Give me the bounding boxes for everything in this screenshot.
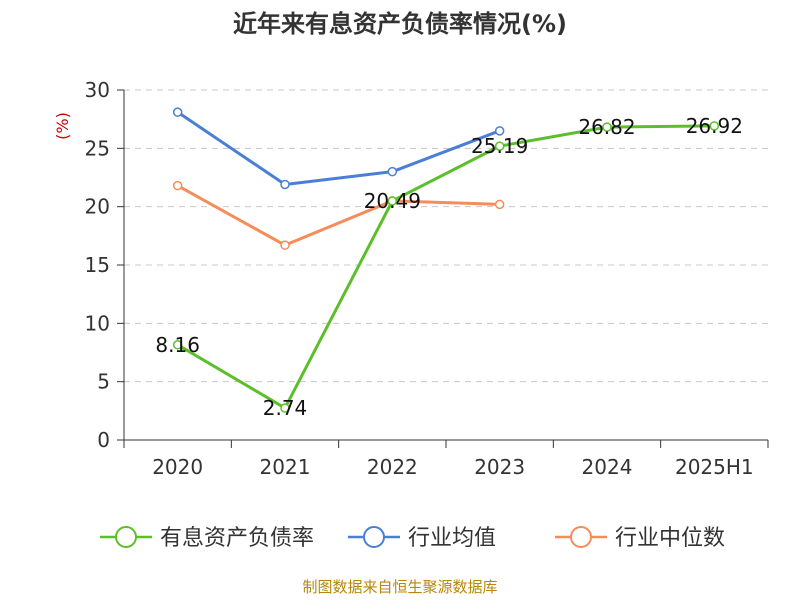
data-point [709, 121, 720, 131]
grid-layer [124, 89, 768, 383]
legend-label: 行业均值 [408, 526, 496, 551]
y-tick-label: 25 [85, 136, 110, 160]
data-point [172, 107, 183, 117]
y-tick-label: 5 [97, 370, 110, 394]
data-point [280, 403, 290, 413]
data-point [494, 141, 505, 151]
data-point [387, 166, 398, 177]
data-point [494, 199, 505, 210]
data-label: 26.82 [578, 115, 635, 139]
data-label-layer: 8.16 2.74 20.49 25.19 26.82 26.92 [155, 114, 743, 420]
x-tick-label: 2023 [474, 455, 525, 479]
y-tick-label: 20 [85, 195, 110, 219]
data-point [280, 240, 290, 250]
data-point [172, 340, 183, 350]
series-layer [172, 107, 720, 413]
legend: 有息资产负债率 行业均值 行业中位数 [100, 526, 725, 551]
y-axis-label: (%) [53, 112, 72, 140]
source-note: 制图数据来自恒生聚源数据库 [302, 578, 497, 596]
data-point [172, 180, 183, 191]
legend-label: 行业中位数 [615, 526, 725, 551]
data-point [280, 179, 290, 190]
x-tick-label: 2025H1 [675, 455, 754, 479]
x-tick-label: 2022 [367, 455, 418, 479]
series-line [176, 124, 715, 410]
x-tick-label: 2020 [152, 455, 203, 479]
legend-marker [115, 526, 137, 548]
data-point [602, 122, 612, 132]
x-tick-label: 2024 [582, 455, 633, 479]
y-tick-label: 30 [85, 78, 110, 102]
x-tick-label: 2021 [260, 455, 311, 479]
chart-title: 近年来有息资产负债率情况(%) [233, 10, 567, 38]
y-tick-label: 15 [85, 253, 110, 277]
series-line [176, 110, 501, 186]
data-point [494, 126, 505, 136]
data-label: 20.49 [364, 189, 421, 213]
data-label: 8.16 [155, 333, 200, 357]
series-line [176, 184, 500, 247]
legend-marker [363, 526, 385, 548]
y-tick-label: 0 [97, 428, 110, 452]
legend-label: 有息资产负债率 [160, 526, 314, 551]
data-label: 25.19 [471, 134, 528, 158]
data-point [387, 196, 398, 206]
y-tick-label: 10 [85, 311, 110, 335]
data-label: 2.74 [263, 396, 308, 420]
data-label: 26.92 [686, 114, 743, 138]
axis-layer: 0 5 10 15 20 25 30 2020 2021 2022 2023 2024 2025H1 [85, 78, 769, 479]
legend-marker [570, 526, 592, 548]
